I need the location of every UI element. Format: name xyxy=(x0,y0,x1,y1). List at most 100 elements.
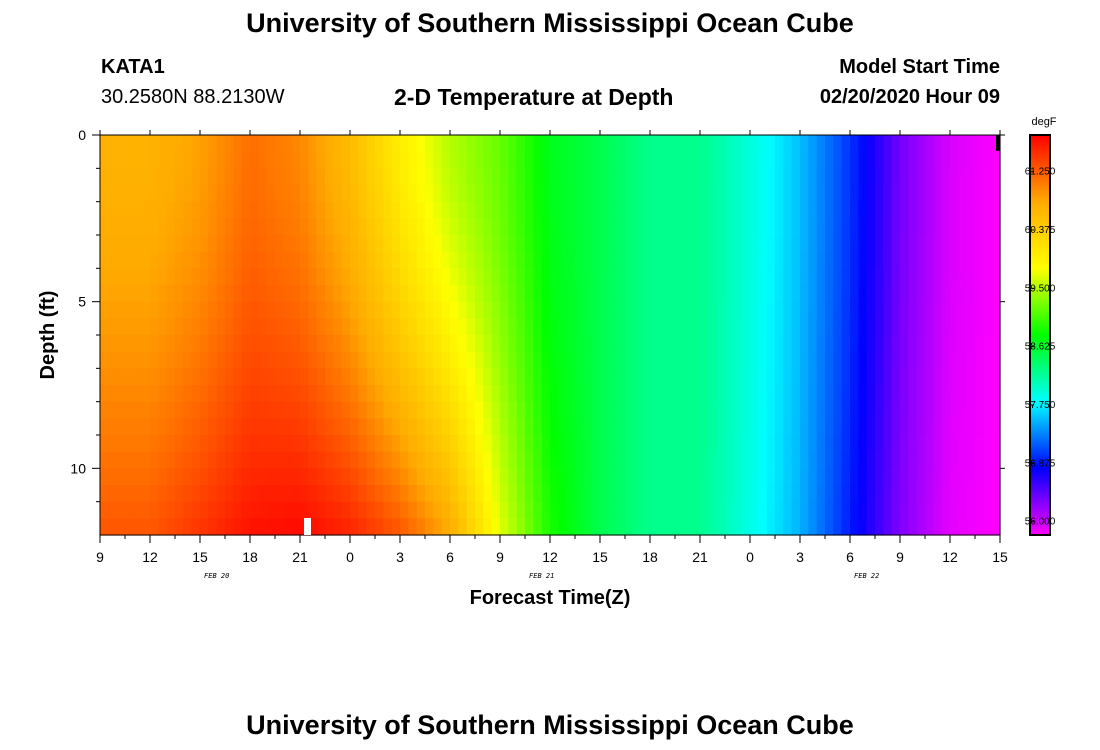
heatmap-cell xyxy=(333,335,343,353)
heatmap-cell xyxy=(991,501,1001,519)
heatmap-cell xyxy=(558,385,568,403)
heatmap-cell xyxy=(775,218,784,236)
heatmap-cell xyxy=(100,318,109,336)
heatmap-cell xyxy=(116,301,126,319)
heatmap-cell xyxy=(908,218,918,236)
heatmap-cell xyxy=(541,335,551,353)
heatmap-cell xyxy=(225,401,234,419)
heatmap-cell xyxy=(758,268,768,286)
heatmap-cell xyxy=(725,251,734,269)
heatmap-cell xyxy=(716,285,726,303)
heatmap-cell xyxy=(183,251,193,269)
heatmap-cell xyxy=(808,251,818,269)
heatmap-cell xyxy=(975,235,984,253)
heatmap-cell xyxy=(683,218,693,236)
heatmap-cell xyxy=(550,501,559,519)
x-tick-label: 18 xyxy=(242,549,258,565)
x-tick-label: 0 xyxy=(746,549,754,565)
heatmap-cell xyxy=(983,251,993,269)
heatmap-cell xyxy=(983,368,993,386)
heatmap-cell xyxy=(116,135,126,153)
heatmap-cell xyxy=(858,335,868,353)
heatmap-cell xyxy=(300,285,309,303)
heatmap-cell xyxy=(800,435,809,453)
heatmap-cell xyxy=(766,501,776,519)
heatmap-cell xyxy=(650,501,659,519)
heatmap-cell xyxy=(250,485,259,503)
heatmap-cell xyxy=(550,401,559,419)
heatmap-cell xyxy=(133,135,143,153)
heatmap-cell xyxy=(391,351,401,369)
heatmap-cell xyxy=(850,401,859,419)
heatmap-cell xyxy=(633,368,643,386)
heatmap-cell xyxy=(650,468,659,486)
heatmap-cell xyxy=(858,218,868,236)
heatmap-cell xyxy=(908,385,918,403)
heatmap-cell xyxy=(116,318,126,336)
heatmap-cell xyxy=(500,335,509,353)
heatmap-cell xyxy=(616,485,626,503)
heatmap-cell xyxy=(150,185,159,203)
heatmap-cell xyxy=(175,468,184,486)
heatmap-cell xyxy=(133,201,143,219)
heatmap-cell xyxy=(191,368,201,386)
heatmap-cell xyxy=(958,285,968,303)
heatmap-cell xyxy=(866,301,876,319)
heatmap-cell xyxy=(650,201,659,219)
heatmap-cell xyxy=(758,185,768,203)
heatmap-cell xyxy=(558,285,568,303)
heatmap-cell xyxy=(475,168,484,186)
heatmap-cell xyxy=(583,485,593,503)
heatmap-cell xyxy=(250,418,259,436)
heatmap-cell xyxy=(891,501,901,519)
heatmap-cell xyxy=(575,435,584,453)
heatmap-cell xyxy=(800,268,809,286)
heatmap-cell xyxy=(300,251,309,269)
heatmap-cell xyxy=(183,435,193,453)
heatmap-cell xyxy=(308,368,318,386)
heatmap-cell xyxy=(450,401,459,419)
heatmap-cell xyxy=(466,501,476,519)
heatmap-cell xyxy=(516,485,526,503)
heatmap-cell xyxy=(708,135,718,153)
heatmap-cell xyxy=(175,351,184,369)
heatmap-cell xyxy=(216,135,226,153)
heatmap-cell xyxy=(683,368,693,386)
heatmap-cell xyxy=(608,301,618,319)
heatmap-cell xyxy=(666,335,676,353)
heatmap-cell xyxy=(191,418,201,436)
heatmap-cell xyxy=(425,135,434,153)
heatmap-cell xyxy=(541,518,551,536)
heatmap-cell xyxy=(783,135,793,153)
heatmap-cell xyxy=(100,501,109,519)
heatmap-cell xyxy=(508,251,518,269)
heatmap-cell xyxy=(858,418,868,436)
heatmap-cell xyxy=(741,185,751,203)
heatmap-cell xyxy=(966,135,976,153)
heatmap-cell xyxy=(350,435,359,453)
heatmap-cell xyxy=(591,351,601,369)
heatmap-cell xyxy=(850,368,859,386)
heatmap-cell xyxy=(841,468,851,486)
heatmap-cell xyxy=(408,351,418,369)
heatmap-cell xyxy=(466,518,476,536)
heatmap-cell xyxy=(658,401,668,419)
heatmap-cell xyxy=(200,218,209,236)
model-start-label: Model Start Time xyxy=(839,56,1000,78)
heatmap-cell xyxy=(391,451,401,469)
heatmap-cell xyxy=(358,501,368,519)
heatmap-cell xyxy=(591,268,601,286)
heatmap-cell xyxy=(966,385,976,403)
heatmap-cell xyxy=(275,268,284,286)
heatmap-cell xyxy=(700,201,709,219)
heatmap-cell xyxy=(366,351,376,369)
heatmap-cell xyxy=(966,301,976,319)
heatmap-cell xyxy=(341,135,351,153)
heatmap-cell xyxy=(933,335,943,353)
heatmap-cell xyxy=(625,251,634,269)
heatmap-cell xyxy=(333,401,343,419)
heatmap-cell xyxy=(966,451,976,469)
heatmap-cell xyxy=(900,268,909,286)
heatmap-cell xyxy=(358,285,368,303)
heatmap-cell xyxy=(258,218,268,236)
